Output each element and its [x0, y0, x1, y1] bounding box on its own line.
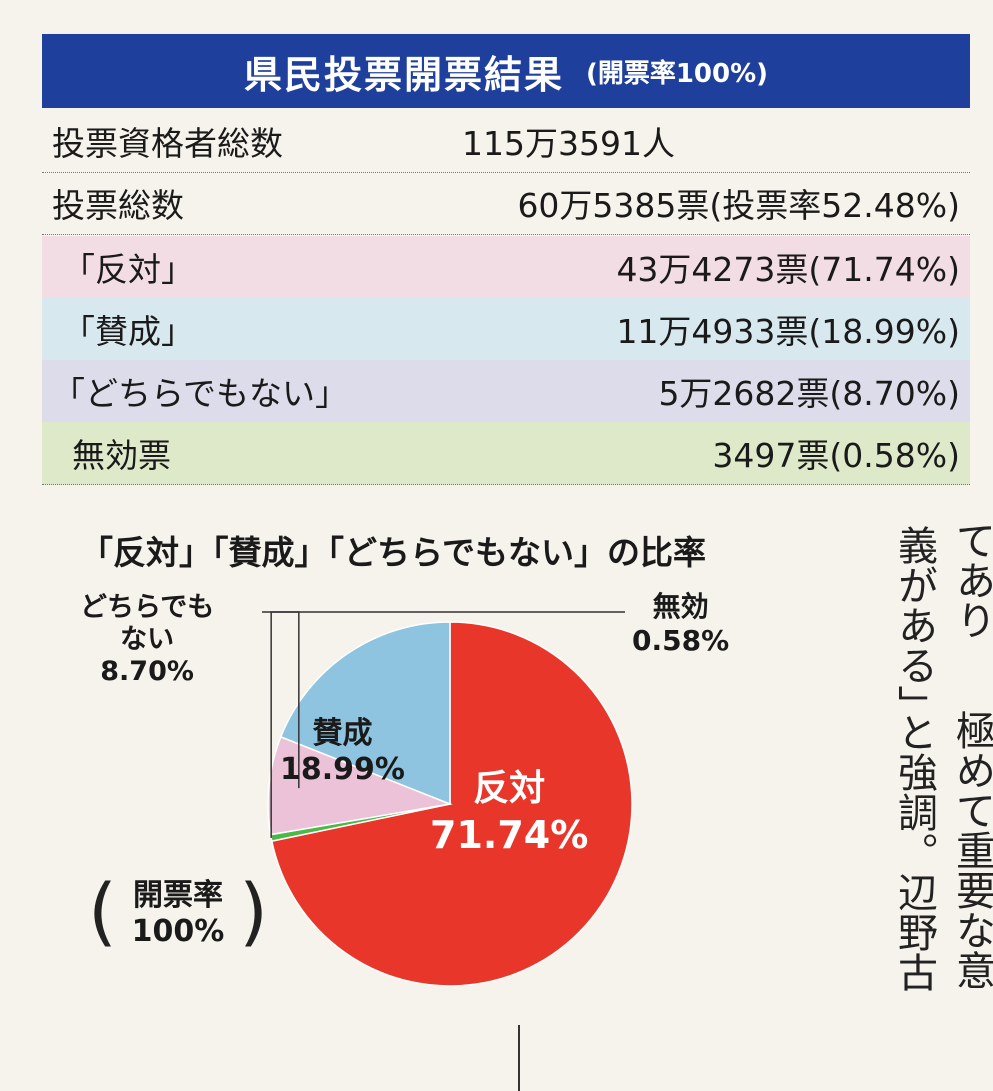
summary-value: 115万3591人: [462, 124, 675, 163]
slice-name: 無効: [652, 590, 709, 623]
article-column-3: 極めて重要な意: [949, 710, 993, 990]
pie-slice-3: [279, 621, 451, 806]
slice-name: 反対: [473, 768, 546, 809]
result-value: 11万4933票(18.99%): [616, 312, 960, 351]
page-subtitle: (開票率100%): [585, 58, 769, 89]
slice-value: 8.70%: [100, 656, 194, 687]
article-column-1: てあり: [949, 520, 993, 640]
slice-value: 0.58%: [632, 624, 730, 657]
summary-label: 投票総数: [52, 186, 184, 225]
slice-value: 18.99%: [280, 752, 405, 787]
slice-name: 賛成: [312, 716, 373, 751]
result-row-neither: 「どちらでもない」 5万2682票(8.70%): [42, 360, 970, 423]
slice-name: どちらでも ない: [80, 592, 215, 655]
result-label: 「反対」: [62, 250, 194, 289]
page-title: 県民投票開票結果: [243, 52, 564, 97]
summary-row-total: 投票総数 60万5385票(投票率52.48%): [42, 172, 970, 235]
slice-label-invalid: 無効 0.58%: [632, 590, 729, 658]
summary-label: 投票資格者総数: [52, 124, 283, 163]
chart-title: 「反対」「賛成」「どちらでもない」の比率: [80, 533, 707, 572]
slice-label-neither: どちらでも ない 8.70%: [80, 592, 214, 688]
result-row-approve: 「賛成」 11万4933票(18.99%): [42, 298, 970, 361]
result-value: 43万4273票(71.74%): [616, 250, 960, 289]
leader-line-neither: [262, 611, 300, 789]
rate-line1: 開票率: [133, 878, 223, 913]
article-column-2: 義がある」: [891, 525, 937, 725]
result-row-invalid: 無効票 3497票(0.58%): [42, 422, 970, 485]
paren-left: (: [88, 869, 117, 955]
result-row-oppose: 「反対」 43万4273票(71.74%): [42, 236, 970, 299]
result-label: 「どちらでもない」: [52, 374, 349, 413]
counting-rate-note: ( 開票率 100% ): [88, 872, 268, 958]
result-value: 5万2682票(8.70%): [658, 374, 960, 413]
pie-slice-2: [267, 735, 453, 836]
slice-label-oppose: 反対 71.74%: [430, 766, 588, 858]
paren-right: ): [239, 869, 268, 955]
pie-chart: [0, 560, 990, 1000]
rate-line2: 100%: [131, 914, 225, 949]
slice-label-approve: 賛成 18.99%: [280, 716, 405, 788]
result-value: 3497票(0.58%): [712, 436, 960, 475]
result-label: 無効票: [72, 436, 171, 475]
pie-svg: [262, 611, 633, 987]
article-column-4: と強調。辺野古: [891, 712, 937, 992]
summary-row-eligible: 投票資格者総数 115万3591人: [42, 110, 970, 173]
result-label: 「賛成」: [62, 312, 194, 351]
header-banner: 県民投票開票結果 (開票率100%): [42, 34, 970, 108]
slice-value: 71.74%: [430, 813, 589, 857]
column-rule: [518, 1025, 520, 1091]
summary-value: 60万5385票(投票率52.48%): [517, 186, 960, 225]
